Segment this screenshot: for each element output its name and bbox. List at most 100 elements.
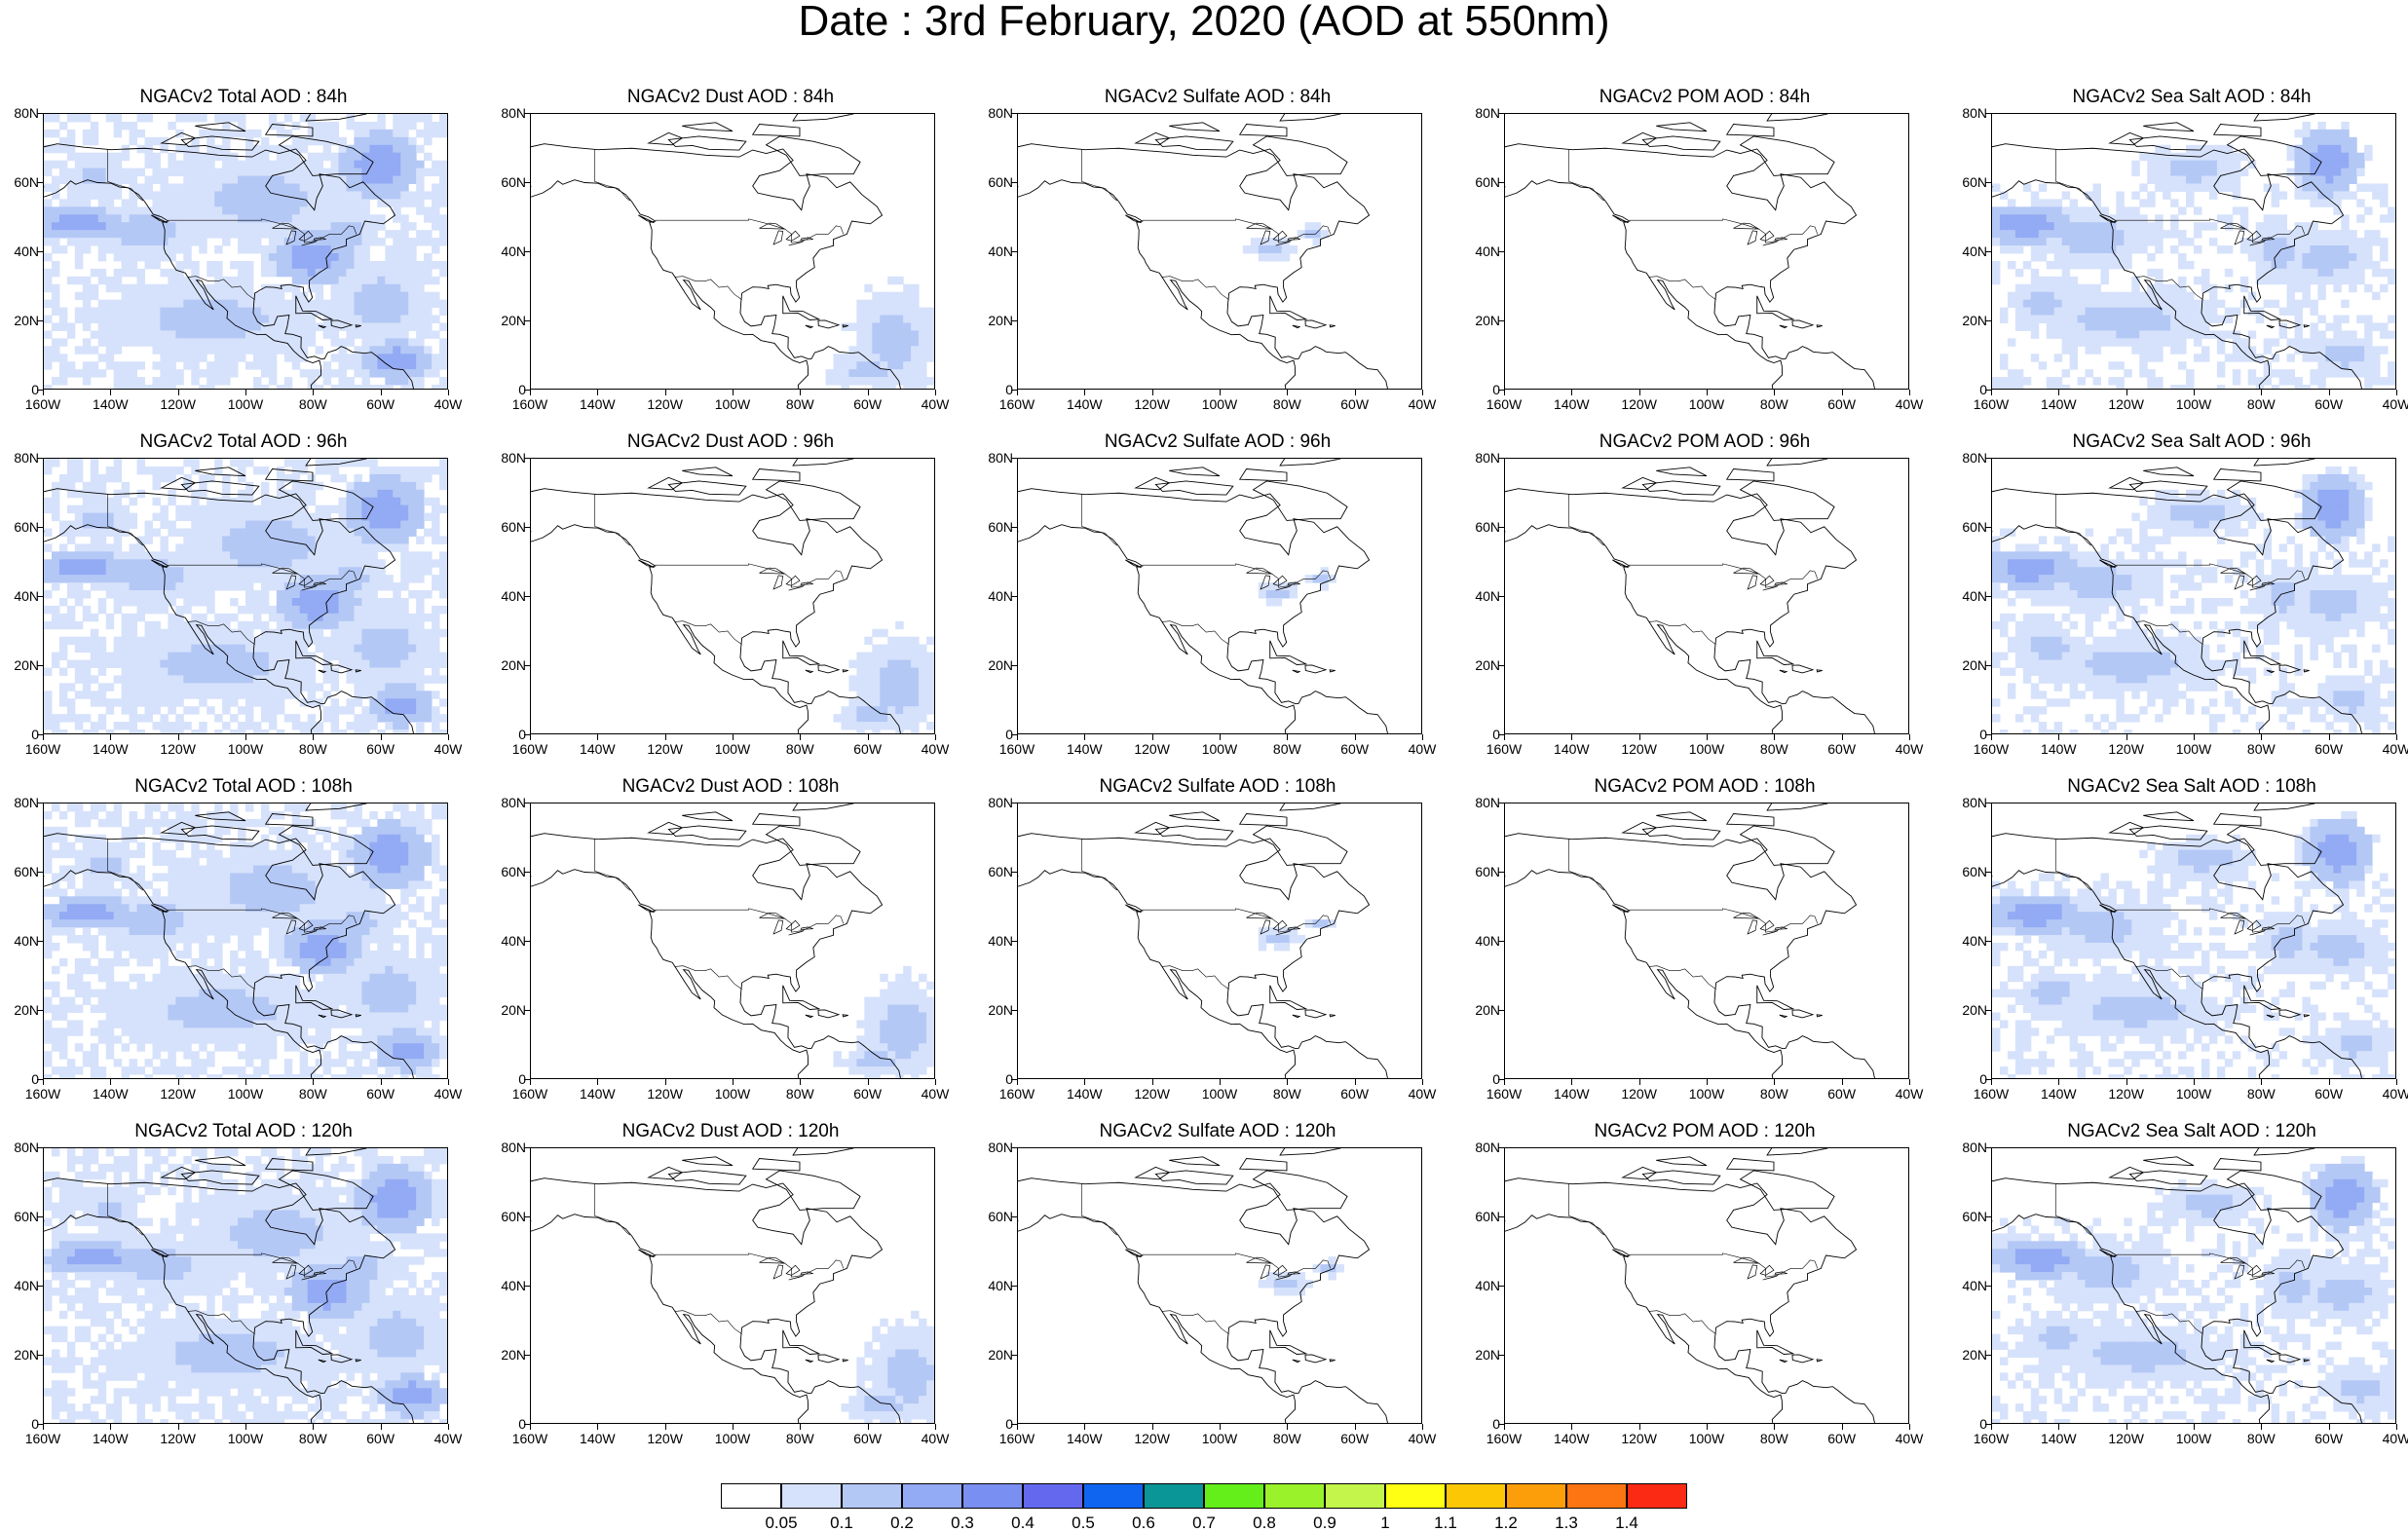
x-tick [313,734,314,740]
x-tick [1991,734,1992,740]
x-tick-label: 100W [2164,397,2223,411]
y-tick-label: 40N [974,934,1013,948]
x-tick [381,390,382,395]
x-tick [1707,734,1708,740]
x-tick-label: 160W [1962,1087,2020,1101]
x-tick-label: 160W [988,1432,1046,1445]
coastline [531,459,900,733]
x-tick [1991,390,1992,395]
x-tick-label: 60W [839,1087,897,1101]
y-tick-label: 80N [487,1140,526,1154]
map-frame [43,803,448,1079]
y-tick-label: 40N [1948,934,1987,948]
y-tick-label: 0 [1461,728,1500,741]
x-tick-label: 60W [352,742,410,756]
colorbar-box [1204,1483,1264,1509]
y-tick-label: 60N [1461,520,1500,534]
x-tick [530,1079,531,1085]
colorbar-label: 1.3 [1537,1514,1596,1532]
x-tick-label: 100W [1190,1432,1249,1445]
aod-shading [1259,919,1336,951]
x-tick [1707,1424,1708,1430]
x-tick-label: 160W [988,742,1046,756]
x-tick-label: 140W [2029,397,2088,411]
x-tick [110,390,111,395]
panel-title: NGACv2 Sea Salt AOD : 108h [1948,777,2408,797]
x-tick [43,734,44,740]
y-tick-label: 60N [487,1210,526,1223]
x-tick-label: 140W [568,1432,626,1445]
x-tick [245,1424,246,1430]
x-tick-label: 80W [283,742,342,756]
x-tick [800,1424,801,1430]
x-tick [313,1079,314,1085]
x-tick [1571,734,1572,740]
x-tick [178,734,179,740]
x-tick-label: 160W [988,1087,1046,1101]
y-tick-label: 40N [1461,244,1500,258]
y-tick-label: 0 [1948,1072,1987,1086]
panel-title: NGACv2 Sulfate AOD : 84h [974,88,1461,107]
x-tick-label: 100W [1677,1087,1736,1101]
x-tick [1287,390,1288,395]
panel-title: NGACv2 Total AOD : 84h [0,88,487,107]
aod-map [531,114,934,389]
x-tick-label: 60W [1326,742,1384,756]
x-tick [2261,734,2262,740]
y-tick-label: 60N [974,1210,1013,1223]
x-tick [1774,1424,1775,1430]
x-tick-label: 120W [636,1087,695,1101]
x-tick [2329,1424,2330,1430]
aod-map [1505,114,1908,389]
x-tick [597,1079,598,1085]
x-tick-label: 40W [2367,742,2408,756]
x-tick-label: 160W [1962,1432,2020,1445]
colorbar-box [902,1483,962,1509]
y-tick-label: 20N [487,314,526,327]
x-tick [800,390,801,395]
panel-title: NGACv2 Total AOD : 120h [0,1122,487,1141]
x-tick-label: 120W [1610,1087,1669,1101]
x-tick-label: 60W [352,1432,410,1445]
aod-map [1992,114,2395,389]
map-frame [1017,803,1422,1079]
x-tick-label: 140W [81,742,139,756]
aod-map [1505,1148,1908,1423]
x-tick-label: 60W [1326,1087,1384,1101]
x-tick [2126,734,2127,740]
x-tick [1084,734,1085,740]
y-tick-label: 0 [1461,1072,1500,1086]
x-tick-label: 100W [2164,1087,2223,1101]
x-tick [1774,390,1775,395]
y-tick-label: 80N [487,451,526,465]
aod-map [1018,459,1421,733]
x-tick-label: 40W [2367,397,2408,411]
y-tick-label: 60N [0,865,39,878]
x-tick-label: 80W [2232,742,2290,756]
colorbar-box [1446,1483,1506,1509]
x-tick [1152,1424,1153,1430]
x-tick-label: 160W [501,1087,559,1101]
aod-shading [44,1148,447,1423]
x-tick [733,1079,734,1085]
x-tick-label: 160W [14,742,72,756]
panel-title: NGACv2 Sulfate AOD : 108h [974,777,1461,797]
y-tick-label: 0 [0,383,39,396]
x-tick [1504,1424,1505,1430]
y-tick-label: 20N [1948,658,1987,672]
x-tick [2261,390,2262,395]
y-tick-label: 20N [1948,314,1987,327]
x-tick [381,734,382,740]
y-tick-label: 20N [974,1003,1013,1017]
x-tick [1355,1079,1356,1085]
colorbar-label: 0.4 [994,1514,1052,1532]
x-tick-label: 160W [14,1087,72,1101]
x-tick [1152,1079,1153,1085]
